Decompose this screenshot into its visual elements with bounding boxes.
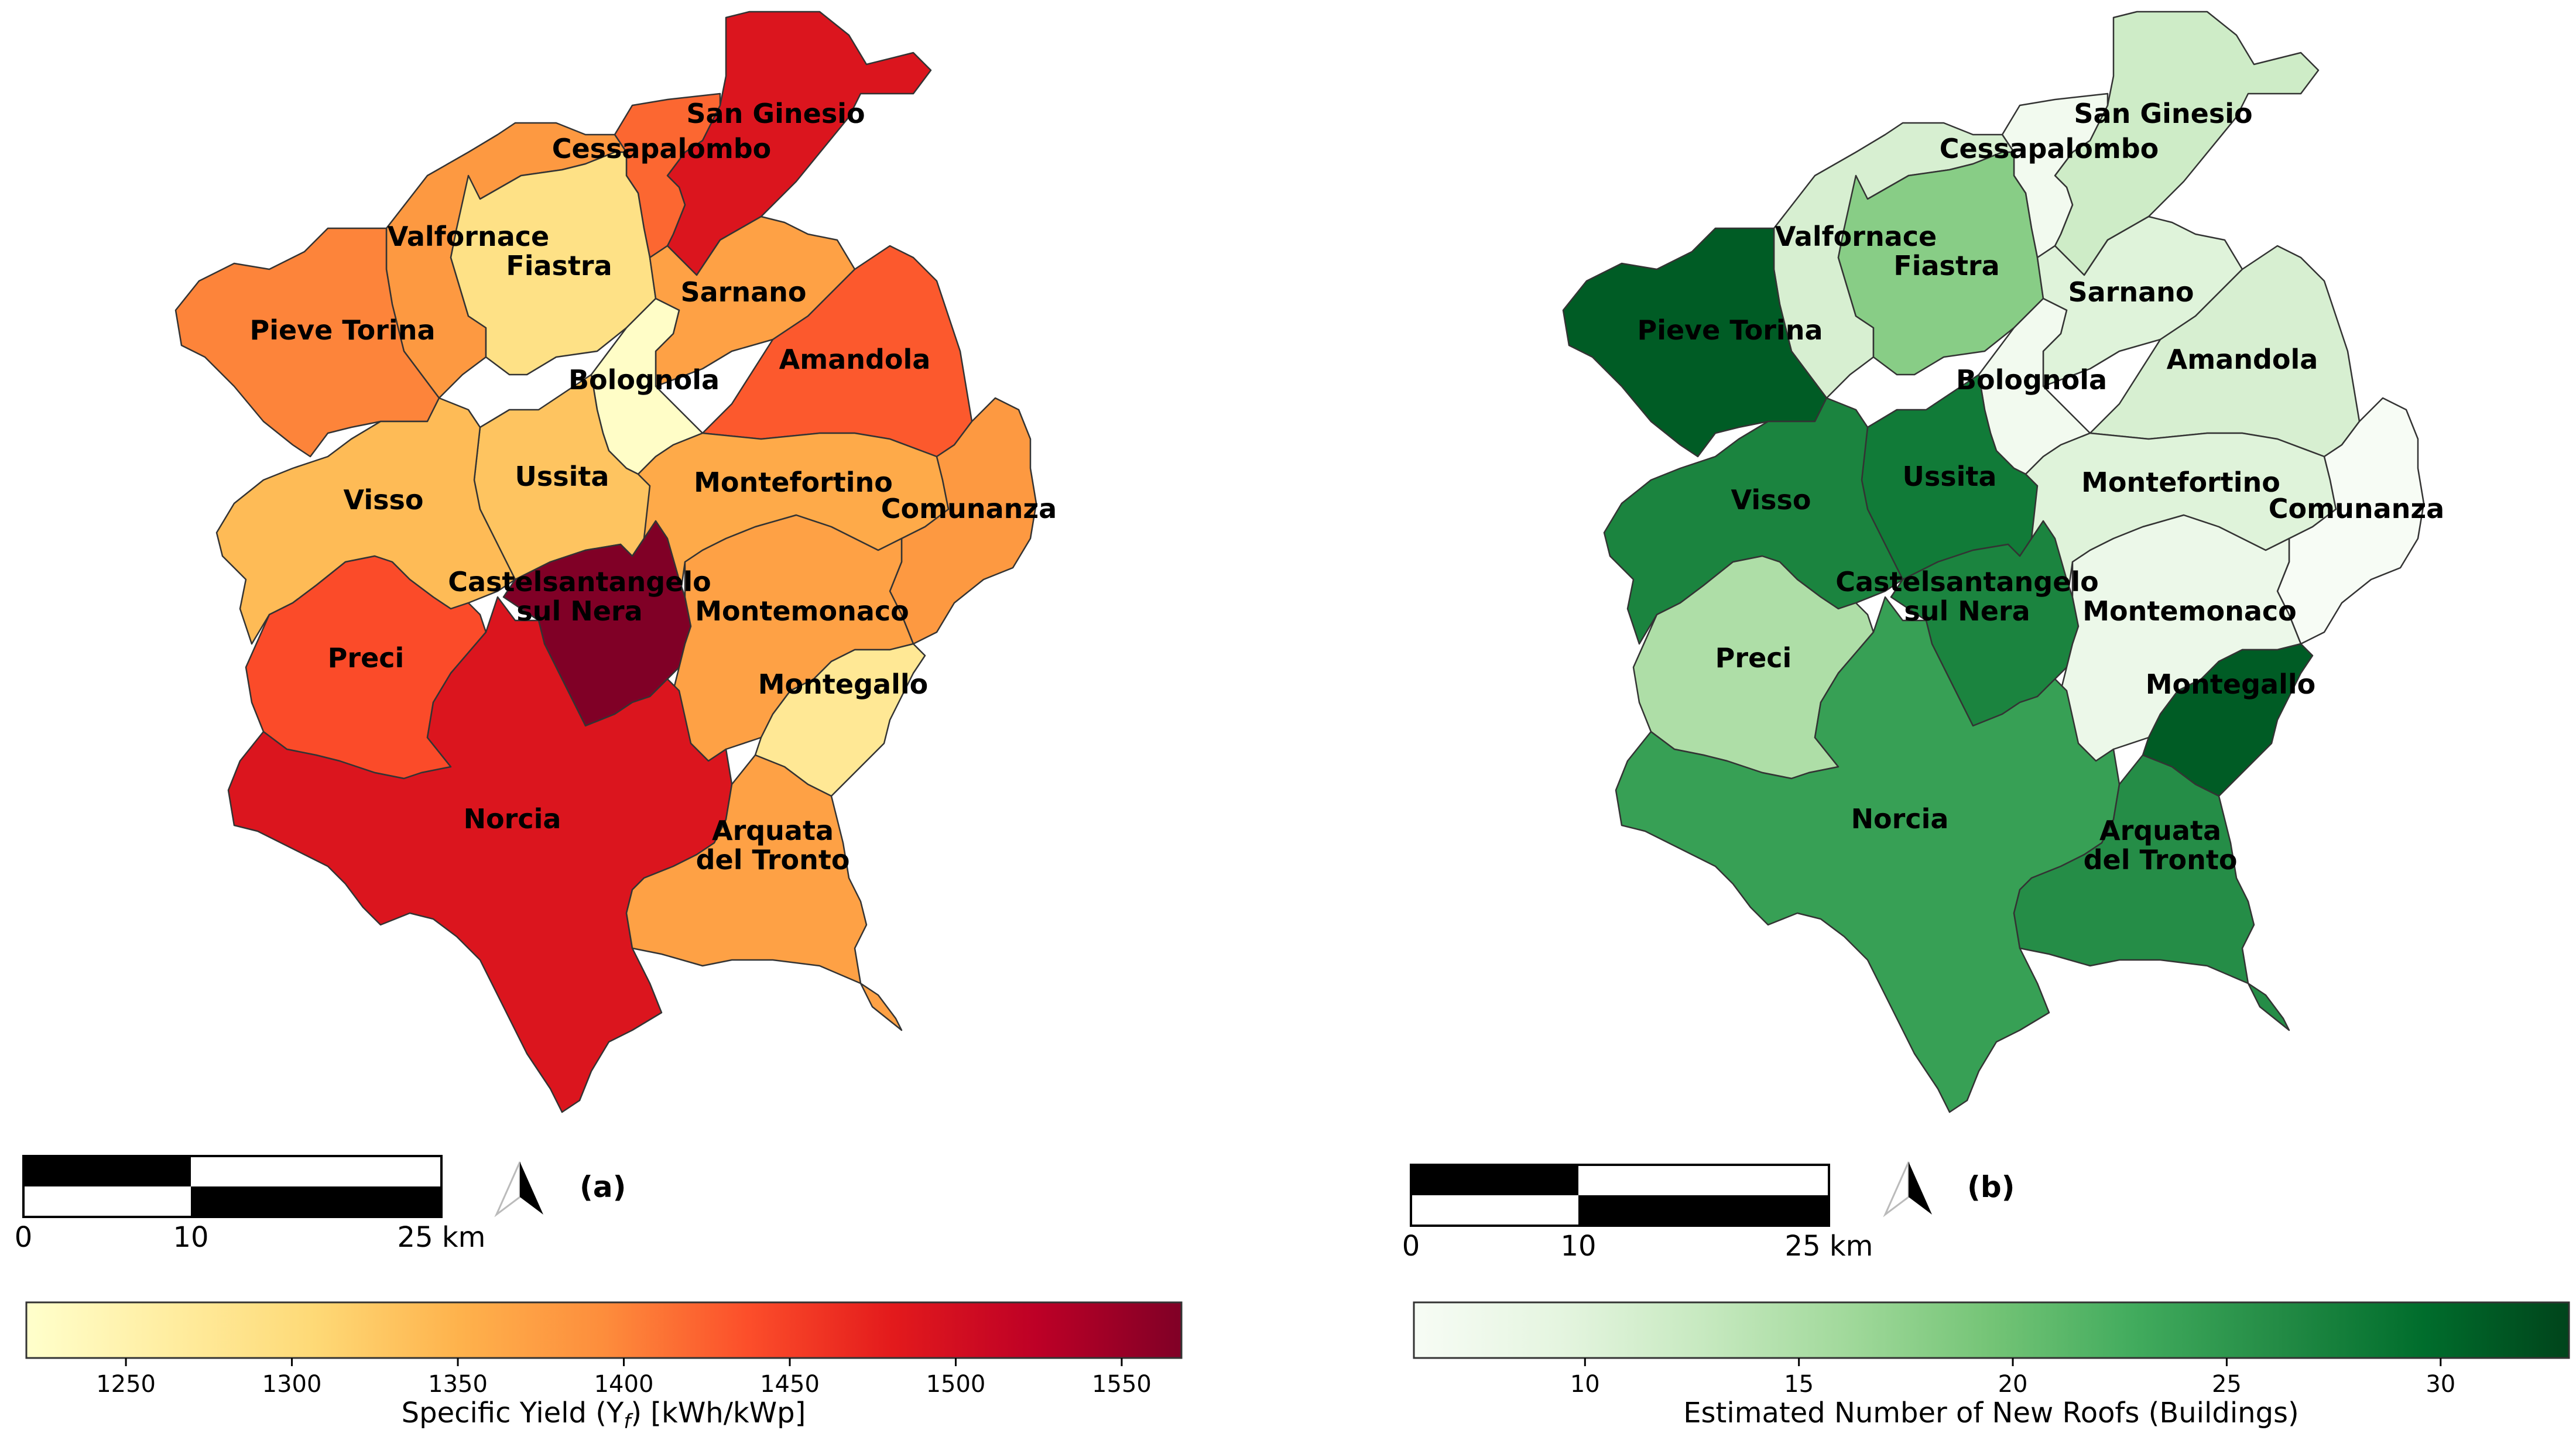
municipality-label: Cessapalombo xyxy=(552,133,772,164)
municipality-label: Ussita xyxy=(1903,461,1997,492)
colorbar-tick-label: 1500 xyxy=(926,1371,986,1398)
colorbar-tick-label: 30 xyxy=(2426,1371,2455,1398)
colorbar-tick-label: 1400 xyxy=(594,1371,654,1398)
municipality-label: Arquata xyxy=(712,815,834,846)
scale-tick-10: 10 xyxy=(173,1221,208,1254)
label-layer: San Ginesio Cessapalombo ValfornaceFiastra… xyxy=(250,98,1057,876)
scale-bar-b: 0 10 25 km xyxy=(1402,1164,1873,1263)
region-layer xyxy=(1562,11,2425,1113)
scale-tick-25: 25 km xyxy=(1785,1230,1873,1263)
label-layer: San Ginesio Cessapalombo ValfornaceFiastra… xyxy=(1638,98,2445,876)
municipality-label: Montegallo xyxy=(758,668,928,700)
municipality-label: Fiastra xyxy=(1893,250,1999,282)
colorbar-title: Estimated Number of New Roofs (Buildings… xyxy=(1683,1397,2299,1429)
municipality-label: Visso xyxy=(1731,484,1811,516)
colorbar-ticks: 1250 1300 1350 1400 1450 1500 1550 xyxy=(96,1358,1152,1398)
region-layer xyxy=(174,11,1037,1113)
municipality-label: Valfornace xyxy=(388,221,549,252)
municipality-label: Norcia xyxy=(464,803,561,835)
municipality-label: Cessapalombo xyxy=(1940,133,2159,164)
municipality-label: San Ginesio xyxy=(686,98,865,129)
municipality-label: Pieve Torina xyxy=(1638,314,1823,346)
colorbar-a: 1250 1300 1350 1400 1450 1500 1550 Specific Yi… xyxy=(25,1301,1183,1433)
colorbar-tick-label: 1250 xyxy=(96,1371,156,1398)
municipality-label: sul Nera xyxy=(1904,595,2030,627)
municipality-label: Fiastra xyxy=(506,250,612,282)
municipality-label: Amandola xyxy=(779,344,931,375)
map-panel-a: San Ginesio Cessapalombo ValfornaceFiastra… xyxy=(174,11,1057,1113)
map-panel-b: San Ginesio Cessapalombo ValfornaceFiastra… xyxy=(1562,11,2445,1113)
municipality-label: Montefortino xyxy=(694,467,893,498)
municipality-label: Comunanza xyxy=(881,493,1057,524)
panel-label-a: (a) xyxy=(580,1170,626,1204)
municipality-label: Castelsantangelo xyxy=(1835,566,2099,598)
municipality-label: Visso xyxy=(344,484,424,516)
municipality-label: San Ginesio xyxy=(2074,98,2252,129)
colorbar-ticks: 10 15 20 25 30 xyxy=(1570,1358,2455,1398)
north-arrow-icon xyxy=(1883,1161,1932,1217)
municipality-label: Castelsantangelo xyxy=(448,566,711,598)
municipality-comunanza xyxy=(2276,397,2425,645)
municipality-label: Montemonaco xyxy=(2082,595,2297,627)
municipality-label: sul Nera xyxy=(516,595,642,627)
municipality-label: Preci xyxy=(328,642,405,674)
municipality-label: Pieve Torina xyxy=(250,314,436,346)
panel-label-b: (b) xyxy=(1967,1170,2015,1204)
municipality-label: Amandola xyxy=(2167,344,2318,375)
colorbar-gradient xyxy=(25,1301,1183,1359)
scale-tick-25: 25 km xyxy=(398,1221,486,1254)
colorbar-tick-label: 10 xyxy=(1570,1371,1600,1398)
colorbar-tick-label: 15 xyxy=(1784,1371,1814,1398)
colorbar-title: Specific Yield (Yf) [kWh/kWp] xyxy=(402,1397,806,1433)
municipality-label: Montefortino xyxy=(2081,467,2280,498)
municipality-label: Valfornace xyxy=(1775,221,1937,252)
municipality-label: Montegallo xyxy=(2146,668,2315,700)
municipality-label: Norcia xyxy=(1851,803,1949,835)
municipality-label: del Tronto xyxy=(2084,844,2238,876)
colorbar-tick-label: 25 xyxy=(2212,1371,2242,1398)
colorbar-b: 10 15 20 25 30 Estimated Number of New Roofs… xyxy=(1413,1301,2570,1429)
municipality-label: Montemonaco xyxy=(695,595,909,627)
north-arrow-icon xyxy=(494,1161,543,1217)
colorbar-tick-label: 20 xyxy=(1998,1371,2028,1398)
municipality-label: Sarnano xyxy=(681,276,807,308)
scale-tick-10: 10 xyxy=(1560,1230,1596,1263)
municipality-label: Sarnano xyxy=(2068,276,2194,308)
colorbar-gradient xyxy=(1413,1301,2570,1359)
scale-tick-0: 0 xyxy=(1402,1230,1420,1263)
colorbar-tick-label: 1350 xyxy=(428,1371,488,1398)
municipality-label: Bolognola xyxy=(568,364,720,396)
municipality-label: Comunanza xyxy=(2269,493,2444,524)
scale-bar-a: 0 10 25 km xyxy=(15,1155,486,1254)
colorbar-tick-label: 1550 xyxy=(1092,1371,1152,1398)
scale-tick-0: 0 xyxy=(15,1221,33,1254)
municipality-label: Preci xyxy=(1715,642,1792,674)
municipality-arquata xyxy=(625,754,903,1031)
colorbar-tick-label: 1450 xyxy=(760,1371,820,1398)
municipality-label: Bolognola xyxy=(1956,364,2107,396)
municipality-label: del Tronto xyxy=(696,844,850,876)
colorbar-tick-label: 1300 xyxy=(262,1371,322,1398)
municipality-label: Ussita xyxy=(515,461,609,492)
municipality-comunanza xyxy=(889,397,1037,645)
municipality-arquata xyxy=(2013,754,2290,1031)
municipality-label: Arquata xyxy=(2099,815,2221,846)
